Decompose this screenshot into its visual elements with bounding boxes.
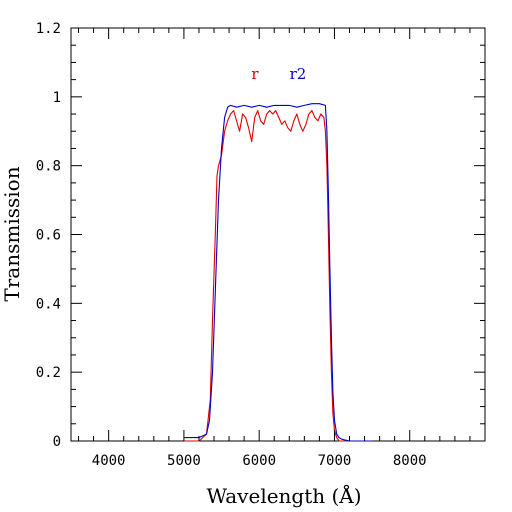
y-tick-label: 0.6	[36, 228, 61, 244]
y-tick-label: 0.2	[36, 365, 61, 381]
x-tick-label: 8000	[393, 453, 427, 469]
x-tick-label: 5000	[167, 453, 201, 469]
axis-ticks	[71, 27, 486, 442]
y-tick-label: 1	[53, 90, 61, 106]
y-tick-label: 0.8	[36, 159, 61, 175]
tick-labels: 4000 5000 6000 7000 8000 0 0.2 0.4 0.6 0.8 1 1.2	[36, 21, 427, 469]
series-line-r2	[183, 103, 373, 442]
y-tick-label: 0.4	[36, 296, 61, 312]
legend-entry-r2: r2	[290, 65, 307, 83]
series-line-r	[183, 110, 373, 442]
plot-area	[70, 27, 486, 442]
x-axis-title: Wavelength (Å)	[206, 483, 361, 508]
y-tick-label: 0	[53, 434, 61, 450]
x-tick-label: 6000	[242, 453, 276, 469]
y-tick-label: 1.2	[36, 21, 61, 37]
legend-entry-r: r	[251, 65, 259, 83]
x-tick-label: 4000	[92, 453, 126, 469]
plot-frame	[70, 27, 486, 442]
legend: r r2	[251, 65, 306, 83]
x-tick-label: 7000	[318, 453, 352, 469]
y-axis-title: Transmission	[0, 166, 24, 301]
